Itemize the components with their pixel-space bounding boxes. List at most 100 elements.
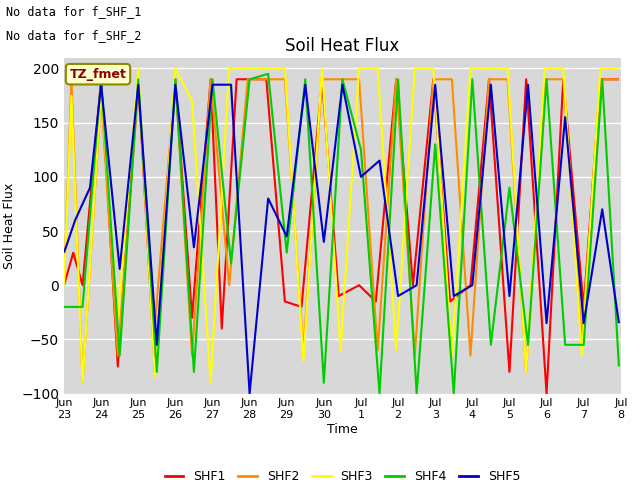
SHF4: [615, 364, 623, 370]
SHF2: [207, 76, 214, 82]
SHF2: [172, 76, 179, 82]
SHF1: [97, 76, 105, 82]
SHF3: [504, 66, 511, 72]
SHF5: [339, 82, 346, 87]
Text: No data for f_SHF_2: No data for f_SHF_2: [6, 29, 142, 42]
SHF5: [153, 342, 161, 348]
SHF2: [615, 76, 623, 82]
SHF3: [262, 66, 270, 72]
SHF1: [207, 76, 214, 82]
SHF2: [596, 76, 604, 82]
SHF3: [225, 66, 233, 72]
SHF2: [522, 369, 530, 375]
SHF5: [506, 293, 513, 299]
Line: SHF3: SHF3: [64, 69, 619, 383]
SHF3: [522, 369, 530, 375]
SHF1: [506, 369, 513, 375]
SHF2: [281, 76, 289, 82]
Line: SHF5: SHF5: [64, 84, 619, 394]
SHF5: [227, 82, 235, 87]
SHF2: [485, 76, 493, 82]
SHF2: [559, 76, 567, 82]
SHF2: [374, 348, 381, 353]
SHF5: [246, 391, 253, 396]
SHF3: [467, 66, 474, 72]
SHF5: [450, 293, 458, 299]
SHF4: [450, 391, 458, 396]
SHF3: [281, 66, 289, 72]
SHF1: [446, 299, 454, 304]
SHF4: [413, 391, 420, 396]
SHF2: [578, 336, 586, 342]
SHF2: [114, 353, 122, 359]
SHF5: [320, 239, 328, 245]
SHF5: [301, 82, 309, 87]
SHF4: [543, 76, 550, 82]
SHF3: [318, 66, 326, 72]
SHF5: [190, 244, 198, 250]
SHF1: [151, 369, 159, 375]
SHF2: [68, 76, 76, 82]
SHF5: [468, 282, 476, 288]
SHF4: [487, 342, 495, 348]
SHF3: [355, 66, 363, 72]
SHF5: [394, 293, 402, 299]
SHF3: [485, 66, 493, 72]
SHF2: [262, 76, 270, 82]
SHF5: [283, 234, 291, 240]
SHF4: [79, 304, 86, 310]
SHF5: [524, 82, 532, 87]
SHF5: [357, 174, 365, 180]
SHF2: [429, 76, 437, 82]
SHF3: [68, 93, 76, 98]
SHF4: [116, 353, 124, 359]
Line: SHF4: SHF4: [64, 74, 619, 394]
SHF5: [543, 320, 550, 326]
SHF1: [218, 326, 226, 332]
SHF4: [246, 76, 253, 82]
SHF3: [188, 98, 196, 104]
SHF2: [225, 282, 233, 288]
SHF3: [448, 353, 456, 359]
SHF4: [524, 342, 532, 348]
SHF4: [153, 369, 161, 375]
SHF3: [244, 66, 252, 72]
SHF1: [318, 76, 326, 82]
X-axis label: Time: Time: [327, 423, 358, 436]
SHF1: [580, 304, 588, 310]
SHF3: [207, 380, 214, 385]
SHF5: [60, 250, 68, 255]
SHF4: [561, 342, 569, 348]
SHF3: [541, 66, 548, 72]
SHF2: [244, 76, 252, 82]
SHF3: [60, 282, 68, 288]
SHF4: [598, 76, 606, 82]
SHF2: [79, 380, 86, 385]
SHF2: [318, 76, 326, 82]
SHF1: [188, 315, 196, 321]
SHF1: [372, 299, 380, 304]
SHF5: [116, 266, 124, 272]
SHF2: [504, 76, 511, 82]
SHF4: [134, 76, 142, 82]
SHF4: [172, 76, 179, 82]
SHF1: [114, 364, 122, 370]
SHF3: [429, 66, 437, 72]
SHF5: [580, 320, 588, 326]
SHF3: [300, 358, 307, 364]
SHF5: [431, 82, 439, 87]
SHF3: [578, 353, 586, 359]
SHF4: [506, 185, 513, 191]
SHF4: [97, 76, 105, 82]
SHF3: [172, 66, 179, 72]
SHF2: [60, 282, 68, 288]
SHF1: [335, 293, 342, 299]
SHF3: [97, 87, 105, 93]
SHF5: [376, 158, 383, 164]
SHF4: [431, 142, 439, 147]
SHF1: [543, 391, 550, 396]
SHF1: [522, 76, 530, 82]
SHF2: [392, 76, 400, 82]
SHF1: [355, 282, 363, 288]
SHF3: [392, 348, 400, 353]
